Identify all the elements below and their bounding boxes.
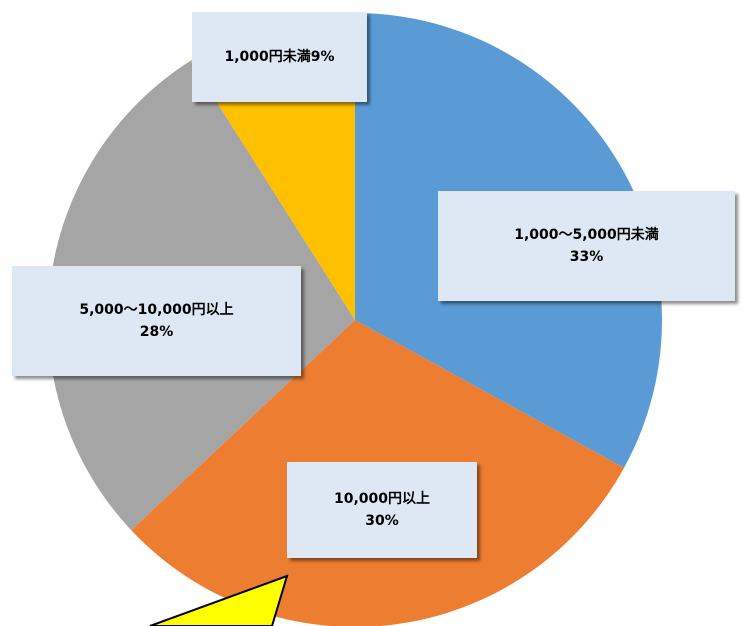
data-label-under-1000-text: 1,000円未満9%	[224, 49, 335, 65]
data-label-5000-10000-percent: 28%	[139, 324, 174, 340]
data-label-over-10000: 10,000円以上 30%	[287, 462, 477, 558]
data-label-under-1000: 1,000円未満9%	[192, 12, 367, 102]
data-label-1000-5000: 1,000〜5,000円未満 33%	[438, 191, 735, 301]
data-label-over-10000-percent: 30%	[365, 513, 399, 529]
yellow-pointer-callout	[149, 574, 289, 626]
data-label-5000-10000-name: 5,000〜10,000円以上	[79, 302, 234, 318]
data-label-5000-10000: 5,000〜10,000円以上 28%	[12, 266, 301, 376]
data-label-over-10000-name: 10,000円以上	[333, 491, 431, 507]
data-label-1000-5000-name: 1,000〜5,000円未満	[514, 227, 659, 243]
data-label-1000-5000-percent: 33%	[569, 249, 604, 265]
